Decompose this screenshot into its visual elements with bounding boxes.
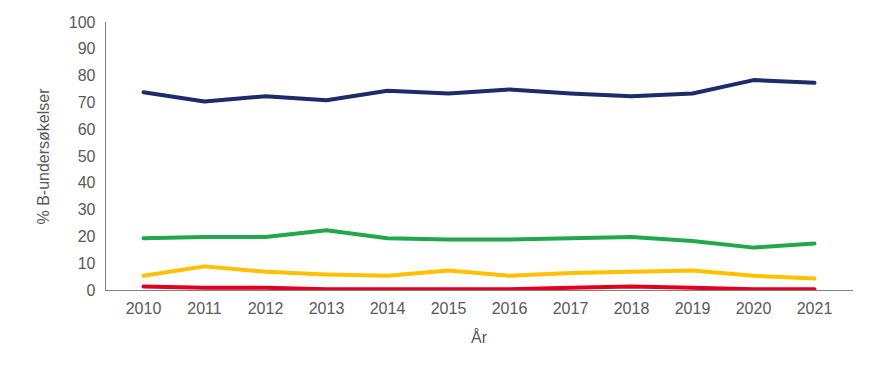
svg-text:90: 90 [78, 40, 96, 57]
svg-text:2012: 2012 [248, 300, 284, 317]
svg-text:2021: 2021 [797, 300, 833, 317]
svg-text:20: 20 [78, 228, 96, 245]
svg-text:% B-undersøkelser: % B-undersøkelser [35, 88, 52, 225]
svg-text:0: 0 [87, 282, 96, 299]
svg-text:2011: 2011 [187, 300, 222, 317]
svg-text:2018: 2018 [614, 300, 650, 317]
svg-text:80: 80 [78, 67, 96, 84]
svg-text:2010: 2010 [126, 300, 162, 317]
svg-text:2016: 2016 [492, 300, 528, 317]
svg-text:60: 60 [78, 121, 96, 138]
svg-text:40: 40 [78, 174, 96, 191]
svg-text:2020: 2020 [736, 300, 772, 317]
svg-text:2013: 2013 [309, 300, 345, 317]
svg-text:50: 50 [78, 148, 96, 165]
svg-text:2014: 2014 [370, 300, 406, 317]
svg-text:2015: 2015 [431, 300, 467, 317]
svg-text:10: 10 [78, 255, 96, 272]
svg-text:2019: 2019 [675, 300, 711, 317]
svg-text:2017: 2017 [553, 300, 589, 317]
svg-text:30: 30 [78, 201, 96, 218]
svg-text:70: 70 [78, 94, 96, 111]
svg-text:100: 100 [69, 14, 96, 31]
svg-text:År: År [471, 328, 488, 346]
